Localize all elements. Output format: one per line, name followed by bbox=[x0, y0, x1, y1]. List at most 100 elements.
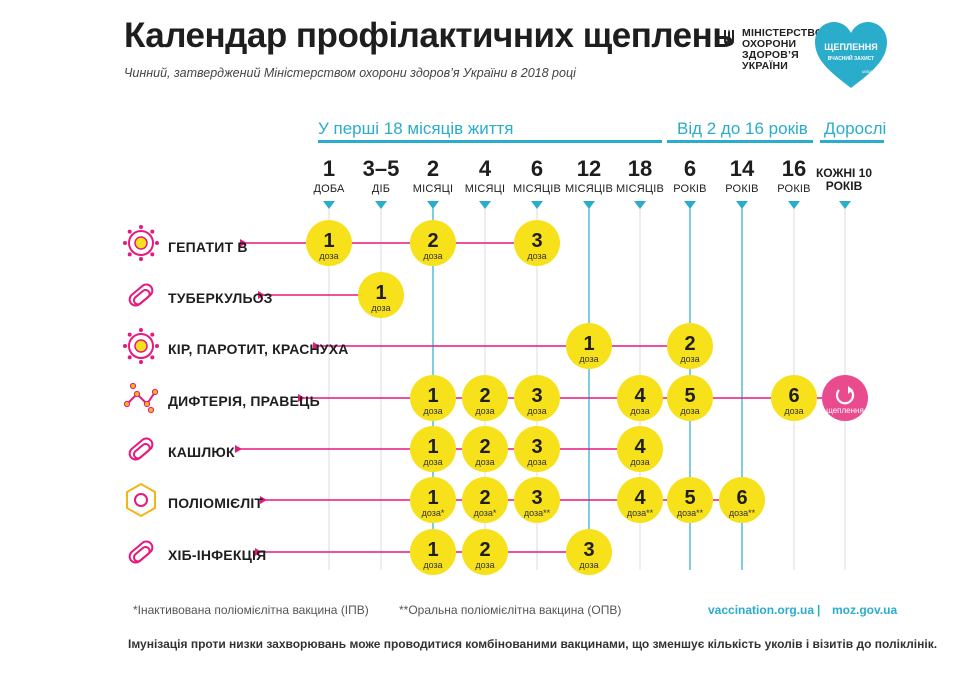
dose-label: доза bbox=[630, 406, 649, 416]
dose-circle bbox=[462, 529, 508, 575]
column-unit: ДОБА bbox=[313, 183, 345, 195]
group-underline bbox=[318, 140, 662, 143]
dose-circle bbox=[617, 375, 663, 421]
dose-label: доза bbox=[423, 251, 442, 261]
dose-number: 2 bbox=[684, 333, 695, 355]
column-unit: МІСЯЦІВ bbox=[512, 183, 562, 195]
dose-number: 1 bbox=[427, 436, 438, 458]
badge-small: unicef bbox=[862, 69, 875, 74]
dose-label: доза bbox=[527, 457, 546, 467]
dose-number: 6 bbox=[788, 385, 799, 407]
row-label-tuberculosis: ТУБЕРКУЛЬОЗ bbox=[168, 290, 273, 306]
timeline-arrow-icon bbox=[255, 548, 262, 556]
column-arrow-icon bbox=[375, 201, 387, 209]
dose-circle bbox=[514, 220, 560, 266]
polio-virus-icon bbox=[126, 482, 156, 518]
ministry-name: МІНІСТЕРСТВО ОХОРОНИ ЗДОРОВ’Я УКРАЇНИ bbox=[742, 28, 823, 72]
column-unit: ДІБ bbox=[371, 183, 391, 195]
timeline-arrow-icon bbox=[240, 239, 247, 247]
timeline-arrow-icon bbox=[235, 445, 242, 453]
link-vaccination-site[interactable]: vaccination.org.ua bbox=[708, 603, 815, 617]
column-arrow-icon bbox=[684, 201, 696, 209]
dose-circle bbox=[566, 529, 612, 575]
hepatitis-virus-icon bbox=[123, 225, 159, 261]
dose-label: доза bbox=[527, 251, 546, 261]
column-arrow-icon bbox=[531, 201, 543, 209]
column-arrow-icon bbox=[634, 201, 646, 209]
group-label-children: Від 2 до 16 років bbox=[677, 119, 808, 138]
row-label-polio: ПОЛІОМІЄЛІТ bbox=[168, 495, 264, 511]
badge-line1: ЩЕПЛЕННЯ bbox=[824, 42, 877, 52]
dose-circle bbox=[667, 477, 713, 523]
pertussis-bacteria-icon bbox=[128, 437, 154, 461]
timeline-arrow-icon bbox=[313, 342, 320, 350]
dose-circle bbox=[358, 272, 404, 318]
column-arrow-icon bbox=[788, 201, 800, 209]
row-label-pertussis: КАШЛЮК bbox=[168, 444, 235, 460]
trident-icon bbox=[724, 29, 734, 46]
dose-circle bbox=[462, 477, 508, 523]
column-unit: МІСЯЦІВ bbox=[615, 183, 665, 195]
dose-number: 1 bbox=[427, 487, 438, 509]
timeline-arrow-icon bbox=[258, 291, 265, 299]
ministry-line: ЗДОРОВ’Я bbox=[742, 49, 799, 61]
dose-circle bbox=[617, 426, 663, 472]
column-number: 3–5 bbox=[362, 156, 400, 181]
dose-number: 6 bbox=[736, 487, 747, 509]
column-unit: МІСЯЦІ bbox=[412, 183, 454, 195]
diphtheria-bacteria-icon bbox=[123, 382, 159, 414]
column-arrow-icon bbox=[583, 201, 595, 209]
timeline-arrow-icon bbox=[298, 394, 305, 402]
column-arrow-icon bbox=[323, 201, 335, 209]
dose-circle bbox=[410, 375, 456, 421]
row-label-diphtheria: ДИФТЕРІЯ, ПРАВЕЦЬ bbox=[168, 393, 320, 409]
dose-label: доза bbox=[680, 354, 699, 364]
link-moz-site[interactable]: moz.gov.ua bbox=[832, 603, 898, 617]
column-number: 12 bbox=[576, 156, 602, 181]
refresh-icon bbox=[835, 389, 855, 405]
dose-circle bbox=[514, 477, 560, 523]
column-number: 1 bbox=[322, 156, 336, 181]
badge-line2: ВЧАСНИЙ ЗАХИСТ bbox=[828, 54, 874, 62]
dose-number: 4 bbox=[634, 436, 646, 458]
dose-label: доза bbox=[423, 406, 442, 416]
column-arrow-icon bbox=[839, 201, 851, 209]
dose-circle bbox=[514, 375, 560, 421]
dose-number: 1 bbox=[427, 539, 438, 561]
dose-label: доза bbox=[423, 560, 442, 570]
dose-label: доза** bbox=[627, 508, 654, 518]
hib-bacteria-icon bbox=[128, 540, 154, 564]
dose-circle bbox=[306, 220, 352, 266]
group-underline bbox=[820, 140, 884, 143]
dose-label: доза bbox=[527, 406, 546, 416]
campaign-heart-logo: ЩЕПЛЕННЯ ВЧАСНИЙ ЗАХИСТ unicef bbox=[815, 22, 887, 88]
dose-label: доза bbox=[579, 354, 598, 364]
column-number: 16 bbox=[781, 156, 807, 181]
dose-label: доза bbox=[371, 303, 390, 313]
dose-number: 5 bbox=[684, 385, 695, 407]
booster-circle bbox=[822, 375, 868, 421]
page-title: Календар профілактичних щеплень bbox=[124, 16, 734, 55]
dose-number: 2 bbox=[479, 487, 490, 509]
row-label-measles: КІР, ПАРОТИТ, КРАСНУХА bbox=[168, 341, 349, 357]
dose-circle bbox=[462, 375, 508, 421]
dose-number: 3 bbox=[531, 385, 542, 407]
column-unit: МІСЯЦІ bbox=[464, 183, 506, 195]
footnote-ipv: *Інактивована поліомієлітна вакцина (ІПВ… bbox=[133, 603, 369, 617]
dose-label: доза bbox=[475, 406, 494, 416]
dose-number: 2 bbox=[479, 539, 490, 561]
column-unit: РОКІВ bbox=[725, 183, 759, 195]
dose-label: доза bbox=[680, 406, 699, 416]
ministry-line: МІНІСТЕРСТВО bbox=[742, 27, 824, 39]
dose-circle bbox=[410, 426, 456, 472]
tuberculosis-bacteria-icon bbox=[128, 283, 154, 307]
column-every-10-years: КОЖНІ 10 РОКІВ bbox=[815, 166, 873, 193]
column-number: 6 bbox=[530, 156, 544, 181]
dose-number: 1 bbox=[323, 230, 334, 252]
page-subtitle: Чинний, затверджений Міністерством охоро… bbox=[124, 66, 576, 80]
dose-circle bbox=[566, 323, 612, 369]
dose-number: 1 bbox=[427, 385, 438, 407]
measles-virus-icon bbox=[123, 328, 159, 364]
group-label-infants: У перші 18 місяців життя bbox=[318, 119, 514, 138]
column-arrow-icon bbox=[736, 201, 748, 209]
